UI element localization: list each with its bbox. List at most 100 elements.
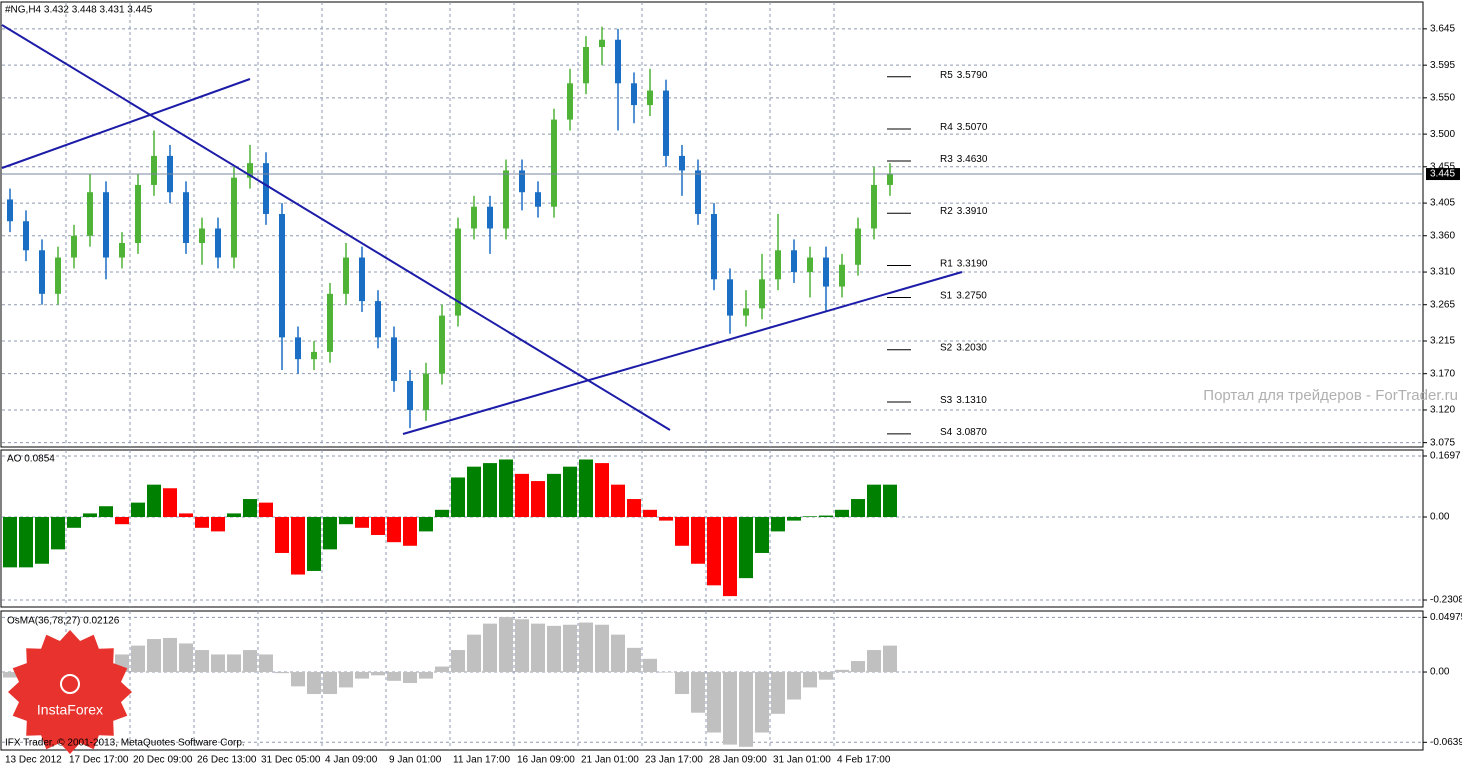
candle-body [727, 279, 733, 316]
candle-body [711, 213, 717, 280]
pivot-label: R3 3.4630 [940, 154, 988, 165]
pivot-name: S2 [940, 342, 953, 353]
histogram-bar [211, 654, 225, 673]
y-tick-label: 3.550 [1430, 92, 1455, 103]
histogram-bar [467, 634, 481, 673]
candle-body [759, 279, 765, 309]
candle-body [359, 257, 365, 302]
histogram-bar [355, 517, 369, 528]
histogram-bar [387, 672, 401, 681]
histogram-bar [147, 484, 161, 518]
histogram-bar [243, 499, 257, 518]
histogram-bar [451, 477, 465, 518]
candle-body [263, 163, 269, 214]
candle-body [151, 155, 157, 185]
histogram-bar [515, 473, 529, 518]
histogram-bar [515, 619, 529, 673]
histogram-bar [19, 517, 33, 568]
candle-body [535, 192, 541, 207]
histogram-bar [563, 466, 577, 518]
histogram-bar [643, 509, 657, 518]
candle-body [295, 337, 301, 360]
pivot-label: R2 3.3910 [940, 206, 988, 217]
histogram-bar [691, 672, 705, 713]
histogram-bar [483, 463, 497, 518]
histogram-bar [531, 623, 545, 673]
candle-body [55, 257, 61, 294]
osma-title: OsMA(36,78,27) 0.02126 [7, 616, 120, 627]
histogram-bar [579, 459, 593, 518]
candle-body [343, 257, 349, 294]
pivot-value: 3.2030 [956, 342, 987, 353]
histogram-bar [851, 661, 865, 673]
x-tick-label: 13 Dec 2012 [5, 755, 62, 766]
histogram-bar [3, 672, 17, 678]
histogram-bar [531, 481, 545, 518]
candle-body [7, 199, 13, 222]
candle-body [39, 250, 45, 294]
histogram-bar [499, 459, 513, 518]
histogram-bar [339, 672, 353, 688]
y-tick-label: 3.310 [1430, 267, 1455, 278]
watermark: Портал для трейдеров - ForTrader.ru [1203, 387, 1458, 404]
y-tick-label: -0.2308 [1430, 595, 1462, 606]
candle-body [311, 351, 317, 360]
histogram-bar [483, 623, 497, 673]
histogram-bar [323, 672, 337, 695]
histogram-bar [883, 645, 897, 673]
pivot-label: S2 3.2030 [940, 342, 987, 353]
pane-frame [0, 610, 1424, 751]
histogram-bar [307, 672, 321, 695]
logo-icon [60, 674, 80, 694]
last-price-label: 3.445 [1430, 169, 1455, 180]
candle-body [823, 257, 829, 287]
histogram-bar [611, 484, 625, 518]
histogram-bar [259, 502, 273, 518]
histogram-bar [131, 645, 145, 673]
candle-body [375, 301, 381, 338]
histogram-bar [803, 516, 817, 518]
histogram-bar [163, 637, 177, 673]
y-tick-label: 3.075 [1430, 437, 1455, 448]
histogram-bar [195, 517, 209, 528]
pivot-name: S3 [940, 395, 953, 406]
histogram-bar [3, 517, 17, 568]
candle-body [231, 177, 237, 258]
candle-body [775, 250, 781, 280]
candle-body [135, 184, 141, 244]
histogram-bar [627, 647, 641, 673]
logo: InstaForex [8, 630, 132, 754]
x-tick-label: 4 Feb 17:00 [837, 755, 891, 766]
candle-body [119, 243, 125, 258]
y-tick-label: 0.04975 [1430, 612, 1462, 623]
x-tick-label: 26 Dec 13:00 [197, 755, 257, 766]
histogram-bar [707, 672, 721, 733]
histogram-bar [547, 473, 561, 518]
y-tick-label: -0.0639 [1430, 737, 1462, 748]
candle-body [487, 206, 493, 229]
histogram-bar [499, 617, 513, 673]
histogram-bar [467, 466, 481, 518]
y-tick-label: 3.120 [1430, 405, 1455, 416]
histogram-bar [835, 669, 849, 673]
candle-body [391, 337, 397, 381]
candle-body [807, 257, 813, 273]
histogram-bar [675, 517, 689, 546]
histogram-bar [771, 517, 785, 532]
histogram-bar [163, 488, 177, 518]
histogram-bar [371, 517, 385, 535]
pivot-value: 3.2750 [956, 290, 987, 301]
chart-title: #NG,H4 3.432 3.448 3.431 3.445 [5, 5, 153, 16]
histogram-bar [627, 499, 641, 518]
histogram-bar [259, 654, 273, 673]
last-price-box [1426, 168, 1460, 181]
trend-line [1, 24, 671, 431]
candle-body [583, 47, 589, 84]
candle-body [471, 206, 477, 229]
candle-body [247, 163, 253, 178]
histogram-bar [275, 672, 289, 674]
histogram-bar [179, 643, 193, 673]
x-tick-label: 28 Jan 09:00 [709, 755, 767, 766]
histogram-bar [227, 654, 241, 673]
